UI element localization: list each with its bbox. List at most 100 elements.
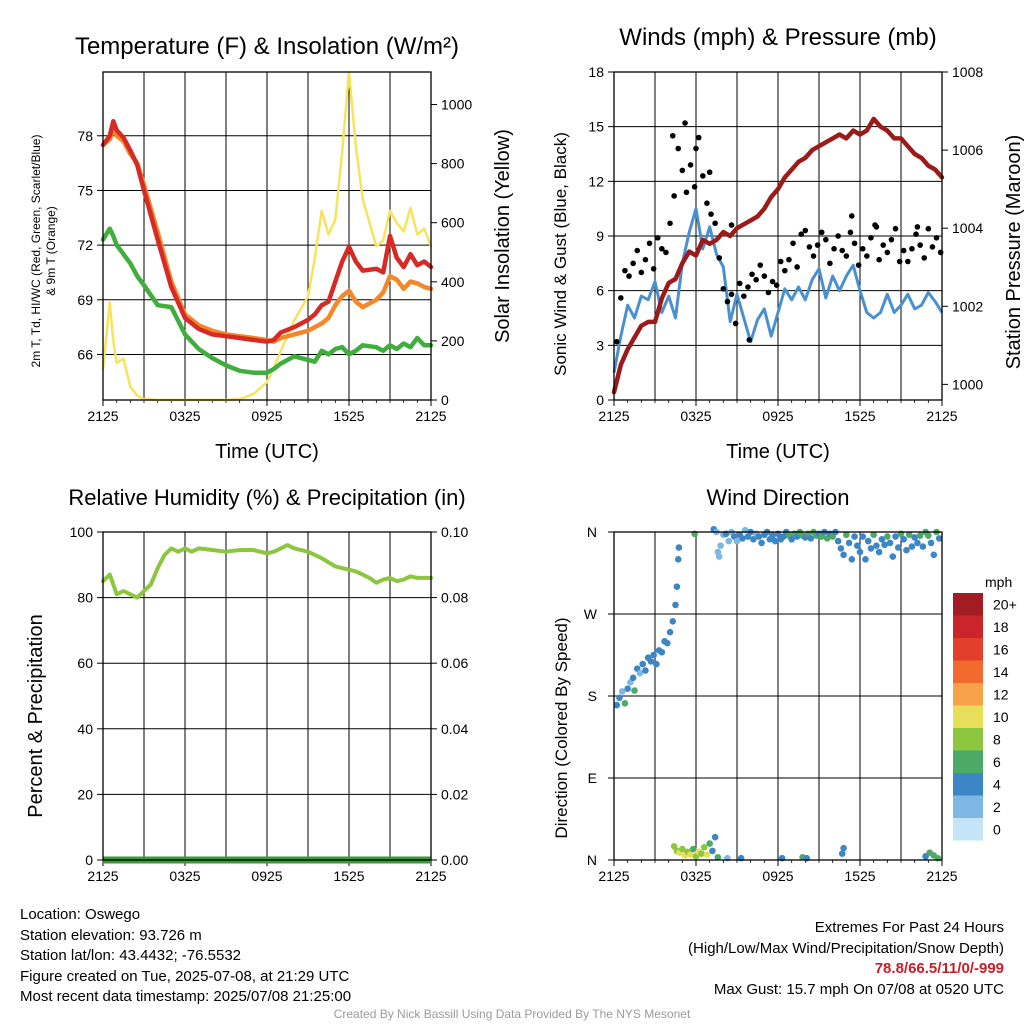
winds-gust-point (921, 255, 928, 261)
temp-ytick-label: 78 (77, 128, 93, 144)
temp-ytick-label: 69 (77, 292, 93, 308)
temp-xtick-label: 0325 (169, 408, 200, 424)
winds-gust-point (728, 222, 735, 228)
winds-gust-point (675, 145, 682, 152)
winds-title: Winds (mph) & Pressure (mb) (619, 24, 936, 51)
rh-title: Relative Humidity (%) & Precipitation (i… (68, 485, 465, 510)
winds-gust-point (613, 338, 620, 345)
wdir-point (703, 851, 711, 858)
temp-title: Temperature (F) & Insolation (W/m²) (75, 33, 459, 60)
winds-gust-point (622, 267, 628, 274)
winds-gust-point (855, 262, 862, 268)
wdir-legend-swatch (953, 593, 983, 616)
wdir-legend-swatch (953, 638, 983, 661)
winds-gust-point (704, 200, 710, 206)
winds-gust-point (753, 276, 759, 283)
winds-gust-point (790, 240, 796, 247)
winds-gust-point (691, 184, 698, 190)
wdir-point (739, 535, 746, 542)
rh-xtick-label: 0925 (251, 868, 282, 884)
rh-y2tick-label: 0.04 (441, 721, 468, 737)
extremes-values: 78.8/66.5/11/0/-999 (874, 960, 1004, 977)
humidity-panel: 2125 0325 0925 1525 21250204060801000.000.02… (25, 485, 468, 884)
winds-gust-point (831, 245, 837, 252)
wdir-point (840, 844, 847, 852)
winds-gust-point (823, 236, 829, 243)
winds-gust-point (925, 225, 932, 232)
winds-gust-point (786, 256, 792, 263)
winds-gust-point (765, 289, 772, 296)
wdir-legend-label: 16 (993, 641, 1009, 657)
wdir-point (807, 535, 815, 542)
wdir-point (911, 534, 918, 541)
wdir-point (903, 546, 910, 554)
temp-ytick-label: 75 (77, 182, 93, 198)
winds-xtick-label: 0925 (762, 408, 793, 424)
temperature-panel: 2125 0325 0925 1525 2125 66 69 72 75 78 0 200 400 600… (29, 33, 514, 463)
winds-gust-point (745, 284, 751, 290)
winds-gust-point (708, 211, 714, 217)
wdir-point (881, 541, 888, 549)
temp-ylabel-2: & 9m T (Orange) (44, 206, 58, 296)
wdir-point (884, 533, 891, 540)
winds-gust-point (749, 271, 755, 278)
temp-ytick-label: 72 (77, 237, 93, 253)
wdir-point (636, 669, 644, 677)
recent-timestamp: Most recent data timestamp: 2025/07/08 2… (20, 988, 352, 1005)
winds-gust-point (663, 249, 669, 256)
rh-xtick-label: 0325 (169, 868, 200, 884)
winds-y2tick-label: 1002 (952, 298, 983, 314)
wdir-point (867, 545, 875, 552)
wdir-point (908, 543, 916, 550)
winds-gust-point (849, 213, 855, 219)
temp-y2tick-label: 600 (441, 215, 465, 231)
wdir-point (916, 532, 924, 539)
wdir-point (935, 535, 943, 542)
winds-gust-point (859, 245, 866, 252)
winds-gust-point (900, 247, 907, 254)
winds-gust-point (843, 253, 850, 259)
wdir-point (715, 553, 723, 560)
wdir-point (889, 553, 897, 560)
wdir-point (629, 674, 637, 682)
wdir-point (848, 556, 856, 563)
wdir-point (698, 850, 705, 857)
wdir-point (856, 548, 864, 556)
winds-panel: 2125 0325 0925 1525 212503691215181000100210… (551, 24, 1024, 463)
rh-y2tick-label: 0.08 (441, 590, 468, 606)
winds-gust-point (806, 244, 813, 250)
wdir-point (771, 537, 779, 545)
wdir-point (870, 531, 877, 539)
winds-ytick-label: 0 (596, 392, 604, 408)
wdir-point (750, 535, 757, 543)
wdir-point (666, 628, 674, 636)
winds-gust-point (618, 295, 624, 301)
wdir-legend-swatch (953, 705, 983, 728)
wdir-xtick-label: 1525 (844, 868, 875, 884)
wdir-point (769, 532, 776, 539)
wdir-xtick-label: 0325 (680, 868, 711, 884)
winds-gust-point (933, 235, 940, 241)
wdir-legend-label: 8 (993, 731, 1001, 747)
winds-gust-point (700, 173, 706, 179)
winds-gust-point (851, 240, 858, 247)
winds-gust-point (671, 193, 677, 199)
wdir-legend-label: 6 (993, 754, 1001, 770)
winds-gust-point (693, 145, 699, 152)
wdir-point (672, 601, 679, 609)
wdir-legend-swatch (953, 750, 983, 773)
winds-gust-point (802, 227, 809, 234)
winds-gust-point (914, 224, 921, 230)
wdir-ytick-label: E (588, 770, 597, 786)
wdir-point (673, 583, 681, 590)
wdir-point (679, 845, 686, 853)
rh-ytick-label: 20 (77, 786, 93, 802)
wdir-ytick-label: W (584, 606, 598, 622)
wdir-legend-label: 18 (993, 619, 1009, 635)
winds-xtick-label: 2125 (926, 408, 957, 424)
winds-gust-point (896, 258, 903, 265)
temp-xtick-label: 0925 (251, 408, 282, 424)
temp-y2tick-label: 800 (441, 156, 465, 172)
